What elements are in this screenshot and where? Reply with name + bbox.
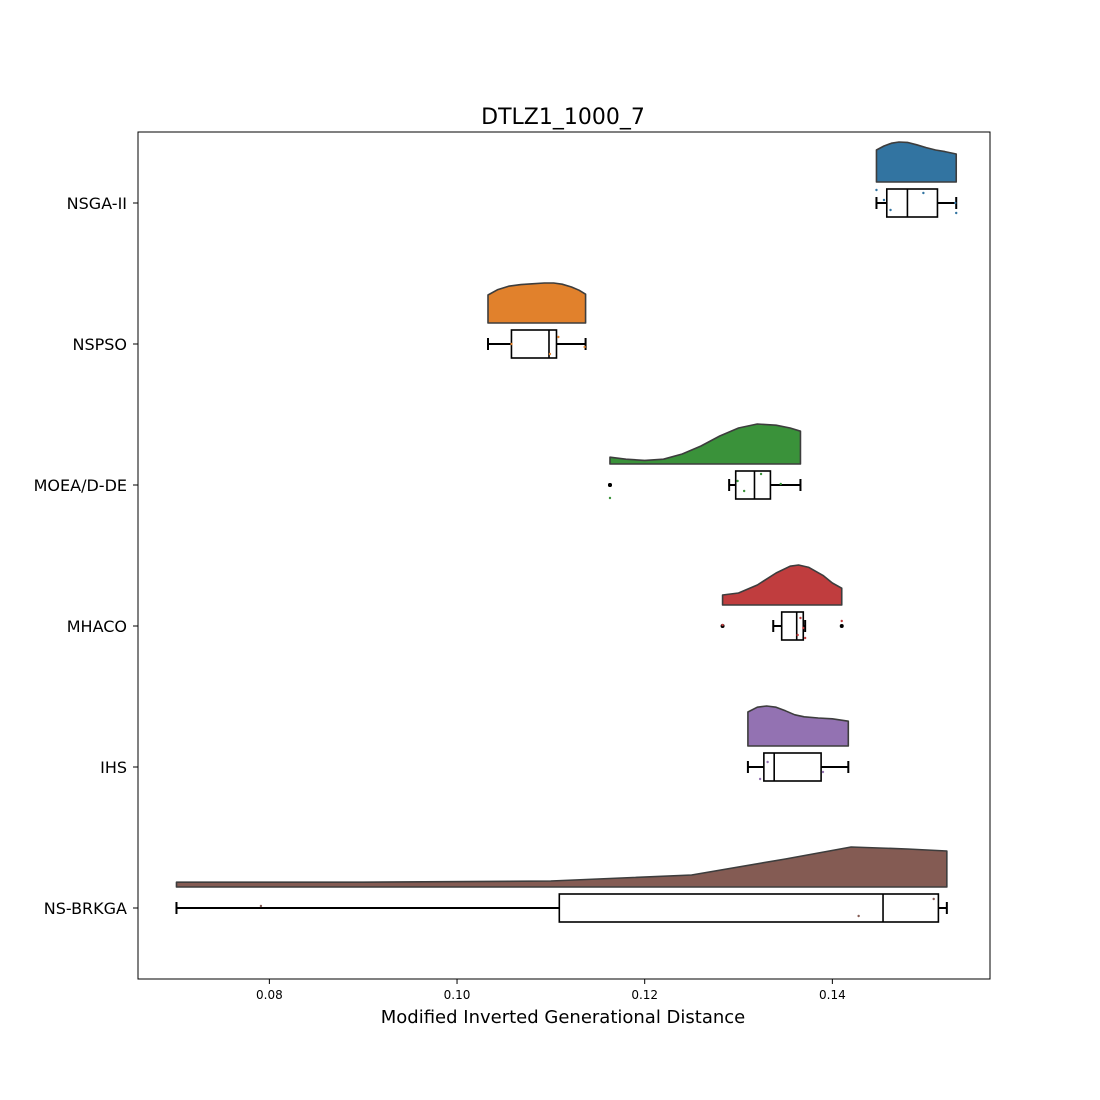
y-tick-label: MOEA/D-DE — [34, 476, 127, 495]
rain-point — [259, 904, 263, 908]
rain-point — [758, 777, 762, 781]
rain-point — [736, 479, 739, 483]
violin-half — [609, 423, 802, 465]
x-tick-label: 0.08 — [256, 988, 283, 1002]
x-tick-label: 0.10 — [444, 988, 471, 1002]
rain-point — [742, 489, 746, 493]
x-tick-label: 0.12 — [631, 988, 658, 1002]
box-iqr — [885, 188, 939, 218]
box-iqr — [734, 470, 772, 500]
rain-point — [857, 914, 860, 918]
box-iqr — [558, 893, 940, 923]
rain-point — [821, 770, 825, 774]
rain-point — [557, 335, 560, 339]
violin-half — [721, 564, 843, 606]
y-tick-label: IHS — [100, 758, 127, 777]
violin-half — [875, 141, 958, 183]
x-axis: 0.08 0.10 0.12 0.14 — [256, 979, 846, 1002]
violin-half — [175, 846, 948, 888]
rain-point — [932, 897, 935, 901]
rain-point — [889, 208, 892, 212]
rain-point — [721, 623, 724, 627]
rain-point — [608, 496, 612, 500]
outlier-point — [607, 483, 612, 487]
plot-frame — [137, 131, 991, 980]
rain-point — [799, 616, 802, 620]
rain-point — [954, 201, 957, 205]
rain-point — [510, 342, 513, 346]
rain-point — [955, 211, 958, 215]
rain-point — [840, 619, 843, 623]
rain-point — [882, 198, 886, 202]
y-tick-label: NS-BRKGA — [44, 899, 127, 918]
rain-point — [759, 472, 763, 476]
rain-point — [802, 626, 805, 630]
violin-half — [747, 705, 850, 747]
rain-point — [779, 482, 782, 486]
rain-point — [766, 760, 769, 764]
x-tick-label: 0.14 — [819, 988, 846, 1002]
violin-half — [487, 282, 587, 324]
y-tick-label: MHACO — [67, 617, 127, 636]
box-iqr — [780, 611, 805, 641]
box-iqr — [763, 752, 822, 782]
plot-area — [175, 141, 958, 923]
chart-title: DTLZ1_1000_7 — [481, 105, 645, 130]
y-axis: NSGA-II NSPSO MOEA/D-DE MHACO IHS NS-BRKGA — [34, 194, 138, 918]
y-tick-label: NSGA-II — [67, 194, 127, 213]
rain-point — [803, 636, 807, 640]
rain-point — [548, 352, 552, 356]
rain-point — [583, 345, 586, 349]
rain-point — [922, 191, 925, 195]
y-tick-label: NSPSO — [72, 335, 127, 354]
rain-point — [875, 188, 878, 192]
outlier-point — [839, 624, 844, 628]
rain-point — [796, 633, 799, 637]
x-axis-label: Modified Inverted Generational Distance — [381, 1007, 746, 1028]
